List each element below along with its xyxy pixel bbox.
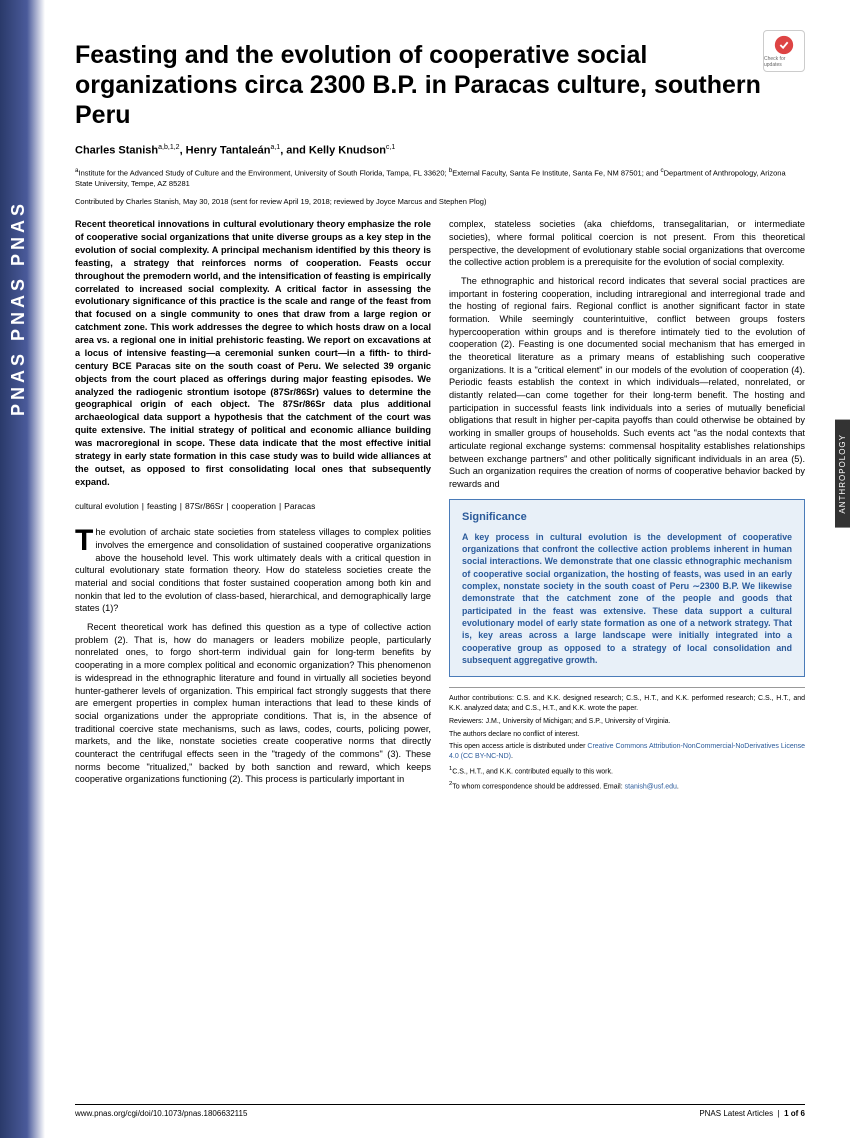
- check-updates-badge[interactable]: Check for updates: [763, 30, 805, 72]
- two-column-layout: Recent theoretical innovations in cultur…: [75, 218, 805, 795]
- abstract: Recent theoretical innovations in cultur…: [75, 218, 431, 488]
- significance-text: A key process in cultural evolution is t…: [462, 531, 792, 666]
- left-column: Recent theoretical innovations in cultur…: [75, 218, 431, 795]
- keywords: cultural evolution|feasting|87Sr/86Sr|co…: [75, 501, 431, 513]
- authors-line: Charles Stanisha,b,1,2, Henry Tantaleána…: [75, 144, 805, 157]
- para: he evolution of archaic state societies …: [75, 527, 431, 613]
- affiliations: aInstitute for the Advanced Study of Cul…: [75, 167, 805, 190]
- para: The ethnographic and historical record i…: [449, 275, 805, 491]
- footer-page: PNAS Latest Articles | 1 of 6: [699, 1109, 805, 1118]
- check-updates-icon: [773, 34, 795, 56]
- footnote: Author contributions: C.S. and K.K. desi…: [449, 694, 805, 714]
- footnotes: Author contributions: C.S. and K.K. desi…: [449, 687, 805, 792]
- check-updates-label: Check for updates: [764, 56, 804, 68]
- keyword: cooperation: [232, 501, 276, 511]
- keyword: Paracas: [284, 501, 315, 511]
- para: Recent theoretical work has defined this…: [75, 621, 431, 786]
- footnote: Reviewers: J.M., University of Michigan;…: [449, 717, 805, 727]
- dropcap: T: [75, 526, 95, 554]
- significance-box: Significance A key process in cultural e…: [449, 499, 805, 678]
- footnote: 2To whom correspondence should be addres…: [449, 780, 805, 792]
- contributed-line: Contributed by Charles Stanish, May 30, …: [75, 197, 805, 206]
- footnote: The authors declare no conflict of inter…: [449, 730, 805, 740]
- footnote: 1C.S., H.T., and K.K. contributed equall…: [449, 765, 805, 777]
- email-link[interactable]: stanish@usf.edu: [625, 783, 677, 790]
- body-text-left: The evolution of archaic state societies…: [75, 526, 431, 786]
- page-footer: www.pnas.org/cgi/doi/10.1073/pnas.180663…: [75, 1104, 805, 1118]
- significance-heading: Significance: [462, 510, 792, 525]
- para: complex, stateless societies (aka chiefd…: [449, 218, 805, 269]
- right-column: complex, stateless societies (aka chiefd…: [449, 218, 805, 795]
- body-text-right: complex, stateless societies (aka chiefd…: [449, 218, 805, 490]
- keyword: 87Sr/86Sr: [185, 501, 223, 511]
- keyword: cultural evolution: [75, 501, 139, 511]
- article-title: Feasting and the evolution of cooperativ…: [75, 40, 805, 130]
- footer-doi: www.pnas.org/cgi/doi/10.1073/pnas.180663…: [75, 1109, 247, 1118]
- footnote: This open access article is distributed …: [449, 742, 805, 762]
- keyword: feasting: [147, 501, 177, 511]
